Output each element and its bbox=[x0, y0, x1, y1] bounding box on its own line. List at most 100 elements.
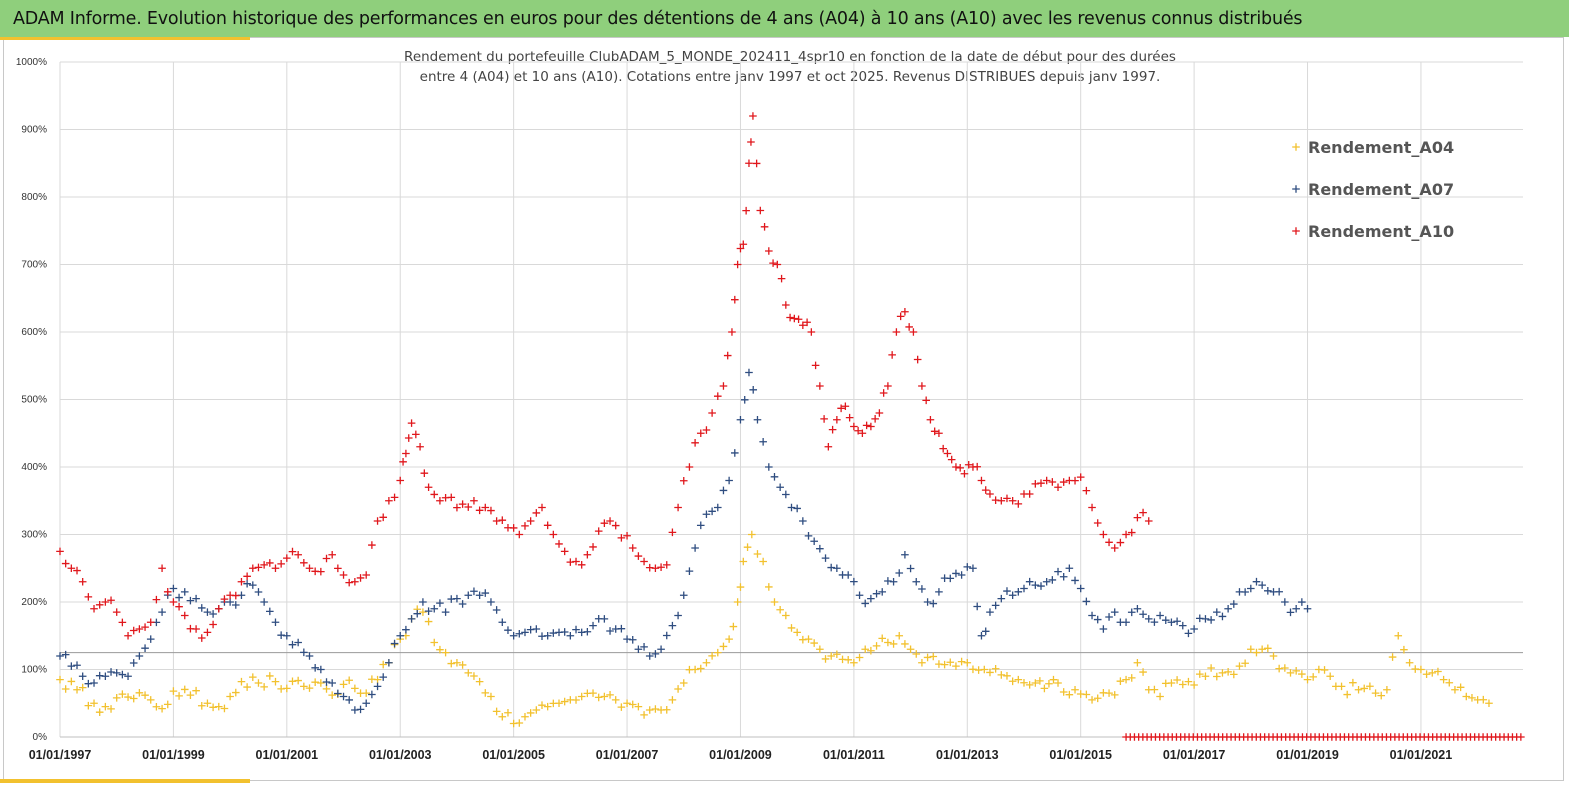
data-point bbox=[1173, 676, 1181, 684]
data-point bbox=[952, 662, 960, 670]
data-point bbox=[141, 644, 149, 653]
data-point bbox=[135, 689, 144, 697]
data-point bbox=[1037, 479, 1045, 487]
legend: Rendement_A04 Rendement_A07 Rendement_A10 bbox=[1292, 138, 1454, 241]
data-point bbox=[833, 650, 841, 659]
data-point bbox=[129, 694, 138, 703]
data-point bbox=[1144, 517, 1153, 525]
data-point bbox=[1241, 659, 1249, 668]
data-point bbox=[300, 682, 308, 691]
data-point bbox=[918, 585, 926, 593]
chart-frame bbox=[3, 37, 1564, 781]
data-point bbox=[549, 629, 558, 637]
data-point bbox=[1286, 608, 1295, 617]
data-point bbox=[1059, 688, 1068, 696]
data-point bbox=[1133, 658, 1142, 667]
data-point bbox=[1485, 699, 1493, 708]
data-point bbox=[521, 522, 529, 530]
data-point bbox=[1258, 581, 1266, 589]
data-point bbox=[107, 668, 115, 676]
data-point bbox=[169, 584, 178, 593]
data-point bbox=[67, 662, 76, 670]
data-point bbox=[997, 594, 1006, 603]
data-point bbox=[163, 700, 172, 709]
data-point bbox=[702, 510, 711, 519]
data-point bbox=[1190, 681, 1198, 689]
data-point bbox=[657, 645, 665, 654]
data-point bbox=[351, 684, 359, 693]
data-point bbox=[436, 496, 444, 505]
data-point bbox=[390, 493, 399, 502]
data-point bbox=[248, 673, 257, 681]
data-point bbox=[84, 593, 93, 601]
data-point bbox=[1230, 670, 1238, 679]
data-point bbox=[1439, 675, 1448, 684]
data-point bbox=[884, 638, 892, 647]
data-point bbox=[1031, 480, 1040, 488]
data-point bbox=[1292, 667, 1300, 675]
data-point bbox=[765, 463, 773, 471]
data-point bbox=[918, 382, 926, 390]
data-point bbox=[1150, 685, 1159, 694]
data-point bbox=[651, 564, 660, 573]
data-point bbox=[956, 464, 964, 472]
data-point bbox=[107, 705, 115, 713]
data-point bbox=[1201, 615, 1210, 623]
data-point bbox=[146, 696, 155, 704]
data-point bbox=[867, 646, 875, 655]
data-point bbox=[888, 351, 896, 359]
data-point bbox=[294, 638, 302, 647]
data-point bbox=[412, 430, 420, 439]
data-point bbox=[180, 611, 189, 620]
data-point bbox=[841, 402, 850, 411]
data-point bbox=[339, 680, 348, 689]
data-point bbox=[1212, 672, 1221, 681]
data-point bbox=[419, 598, 427, 606]
data-point bbox=[679, 476, 688, 485]
data-point bbox=[674, 503, 682, 512]
data-point bbox=[1139, 668, 1147, 676]
data-point bbox=[1076, 473, 1085, 481]
data-point bbox=[1065, 564, 1074, 573]
data-point bbox=[889, 577, 898, 586]
data-point bbox=[231, 688, 240, 697]
data-point bbox=[61, 559, 70, 568]
data-point bbox=[918, 658, 926, 667]
data-point bbox=[1122, 530, 1130, 539]
chart-title-block: Rendement du portefeuille ClubADAM_5_MON… bbox=[250, 47, 1330, 87]
data-point bbox=[1139, 610, 1147, 619]
data-point bbox=[124, 693, 132, 701]
data-point bbox=[368, 541, 376, 549]
data-point bbox=[821, 554, 830, 562]
data-point bbox=[884, 577, 892, 585]
data-point bbox=[736, 583, 745, 591]
data-point bbox=[730, 295, 739, 304]
data-point bbox=[1366, 682, 1374, 691]
y-tick-label: 500% bbox=[21, 395, 47, 406]
data-point bbox=[1417, 665, 1425, 674]
grid-lines bbox=[59, 61, 1523, 738]
data-point bbox=[441, 648, 450, 657]
data-point bbox=[946, 574, 955, 583]
data-point bbox=[905, 323, 913, 331]
data-point bbox=[790, 314, 799, 323]
data-point bbox=[645, 706, 654, 714]
data-point bbox=[1235, 662, 1244, 670]
data-point bbox=[777, 274, 786, 283]
data-point bbox=[492, 707, 501, 716]
data-point bbox=[404, 434, 413, 442]
data-point bbox=[1173, 617, 1181, 626]
data-point bbox=[879, 389, 888, 397]
data-point bbox=[1264, 644, 1272, 653]
data-point bbox=[957, 657, 966, 666]
data-point bbox=[833, 415, 841, 424]
data-point bbox=[997, 671, 1006, 679]
data-point bbox=[61, 685, 70, 693]
data-point bbox=[691, 544, 699, 552]
data-point bbox=[770, 598, 779, 606]
data-point bbox=[356, 574, 365, 582]
data-point bbox=[186, 691, 195, 699]
data-point bbox=[1156, 692, 1164, 701]
data-point bbox=[743, 543, 752, 551]
data-point bbox=[521, 628, 529, 637]
